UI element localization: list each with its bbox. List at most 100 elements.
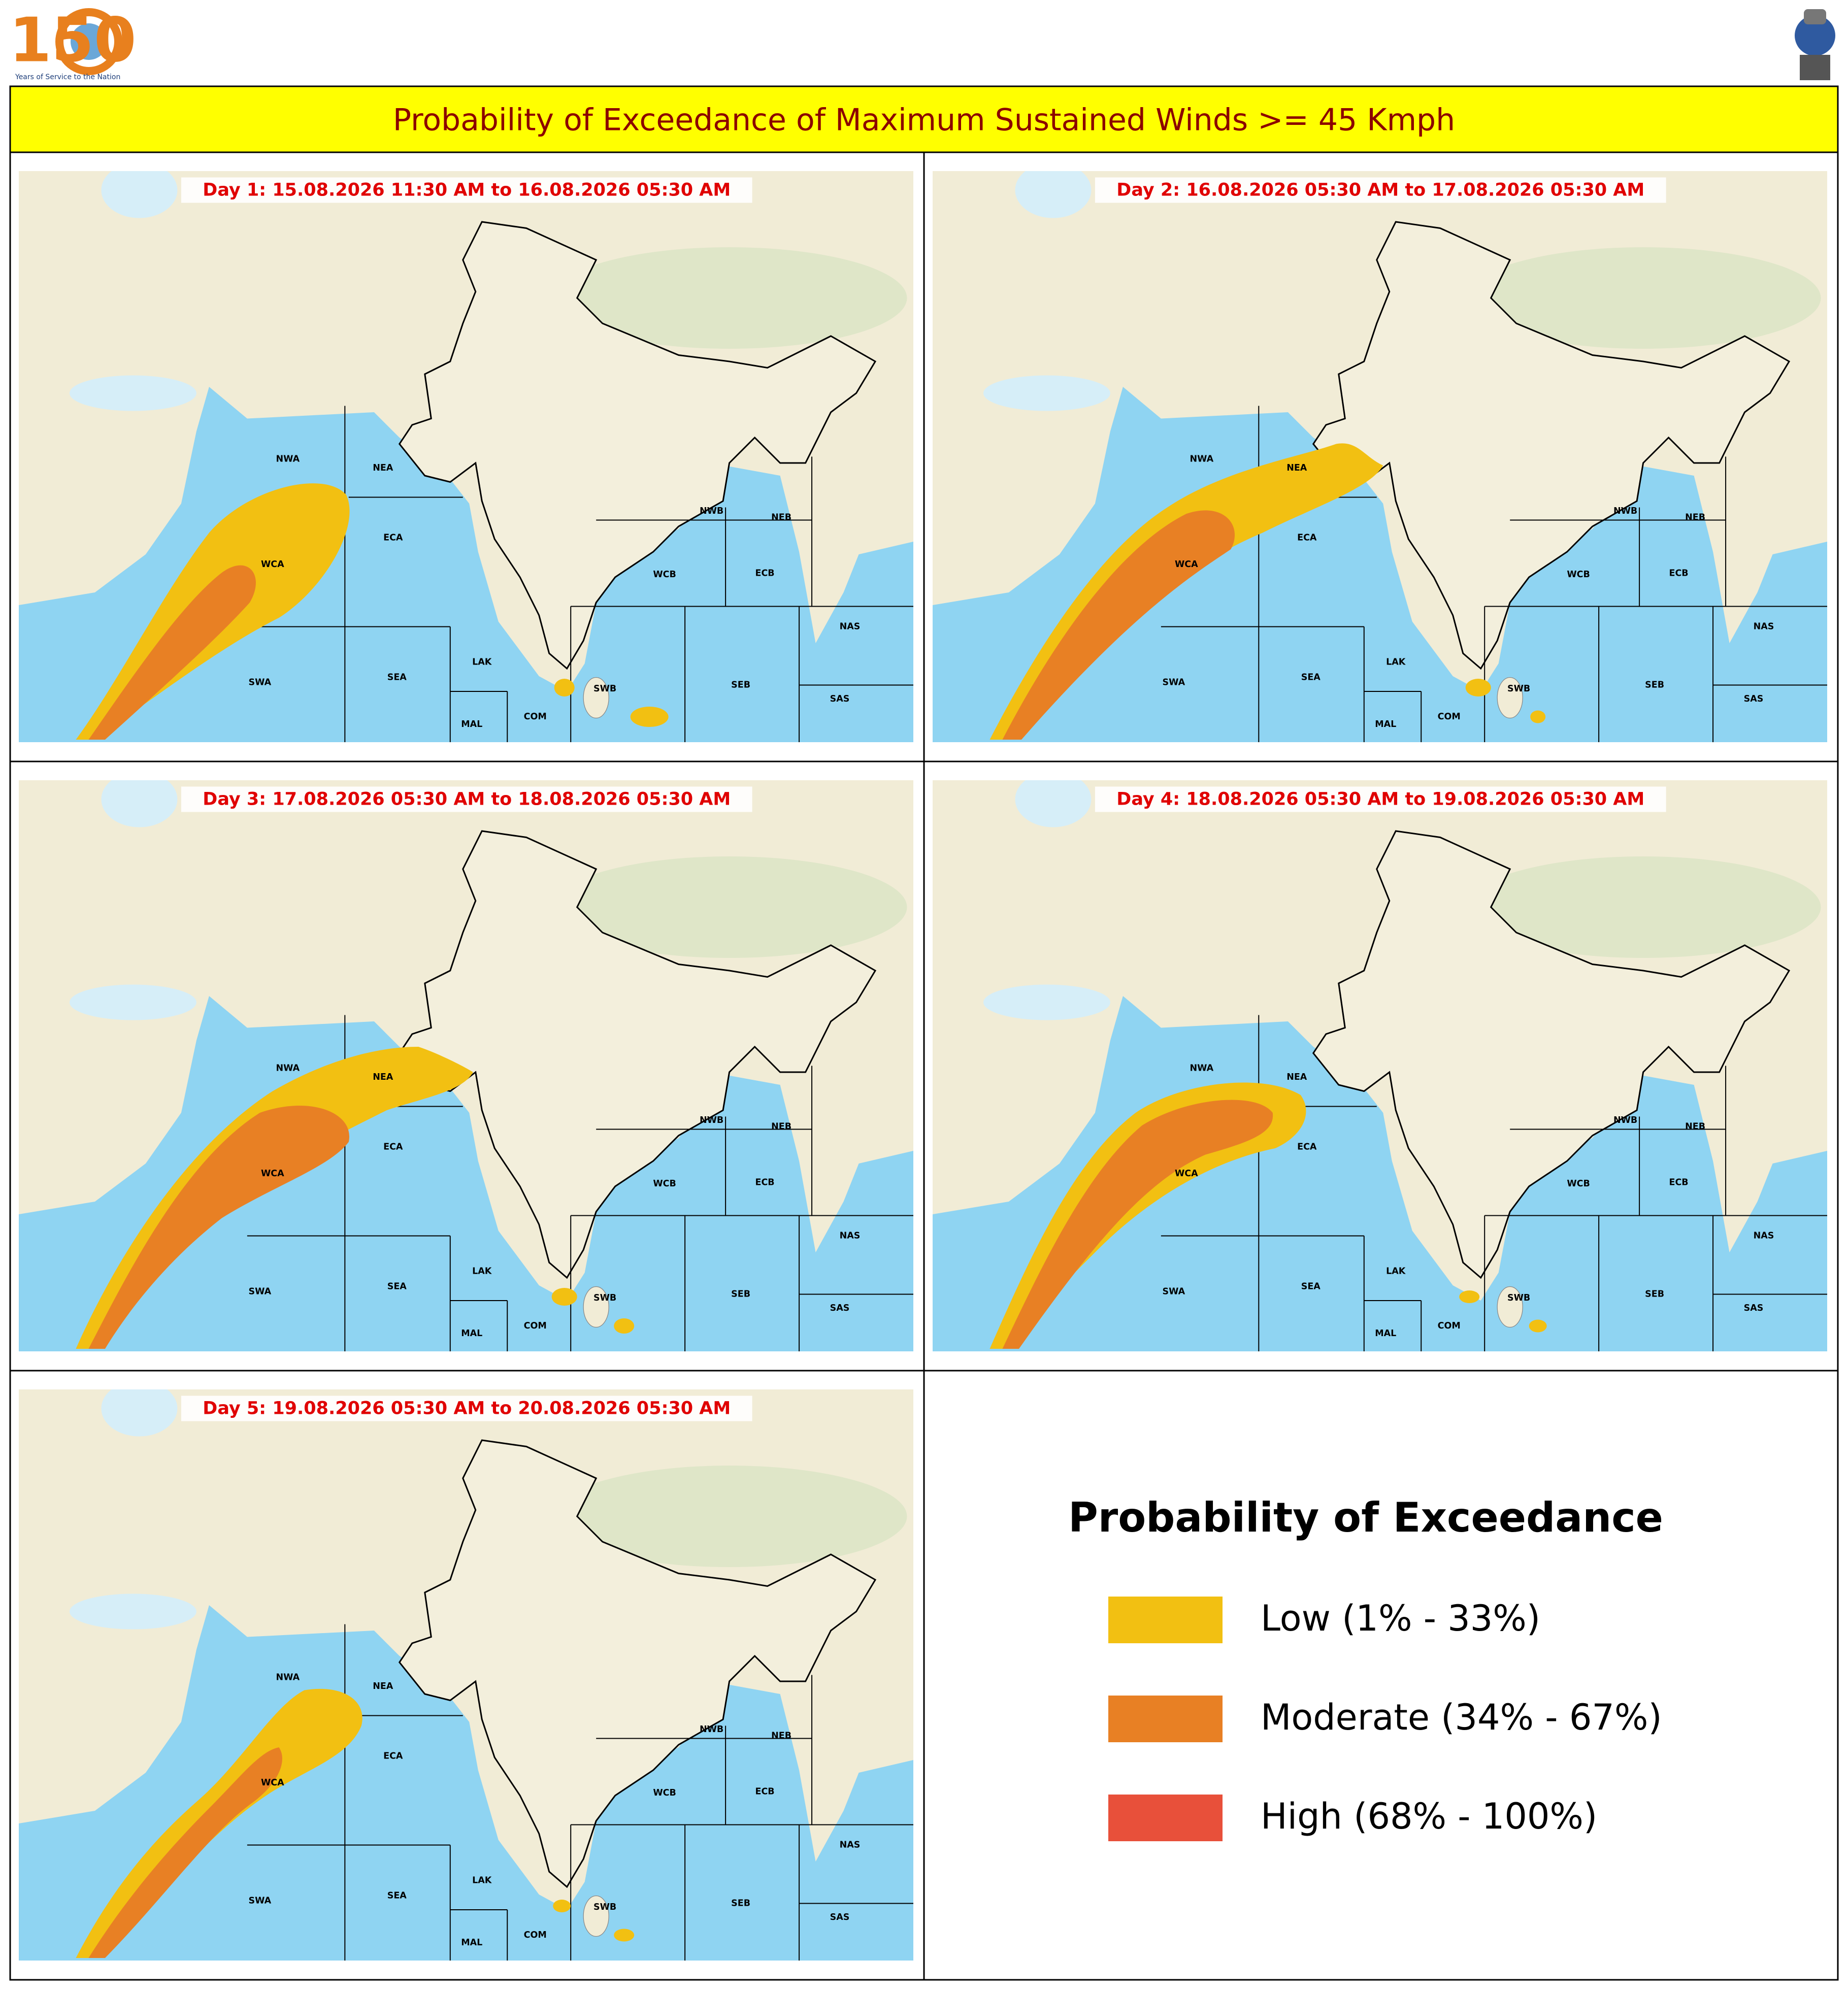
region-label: WCB bbox=[653, 570, 676, 580]
panel-title-box bbox=[1095, 786, 1666, 812]
himalaya-tint bbox=[551, 247, 907, 349]
legend: Probability of Exceedance Low (1% - 33%)… bbox=[1068, 1494, 1663, 1841]
region-label: NEA bbox=[373, 1072, 393, 1082]
region-label: NWB bbox=[700, 1724, 723, 1735]
panel-title-box bbox=[181, 1396, 752, 1421]
region-label: SWB bbox=[1507, 684, 1530, 694]
region-label: SWB bbox=[1507, 1293, 1530, 1303]
emblem-base bbox=[1800, 55, 1830, 80]
region-label: NWA bbox=[1190, 1063, 1214, 1073]
region-label: SAS bbox=[830, 1912, 850, 1922]
sea bbox=[19, 387, 913, 742]
low-probability-area bbox=[614, 1929, 635, 1942]
region-label: NAS bbox=[840, 621, 861, 632]
region-label: NAS bbox=[840, 1231, 861, 1241]
region-label: SEA bbox=[387, 1890, 407, 1901]
low-probability-area bbox=[1459, 1290, 1480, 1303]
region-label: NEA bbox=[1286, 463, 1307, 473]
legend-swatch bbox=[1108, 1597, 1223, 1643]
region-label: NAS bbox=[1754, 1231, 1774, 1241]
region-label: NWA bbox=[276, 1672, 300, 1682]
emblem-top bbox=[1804, 9, 1826, 24]
region-label: NAS bbox=[840, 1840, 861, 1850]
region-label: MAL bbox=[1375, 719, 1396, 729]
region-label: WCA bbox=[1175, 559, 1198, 570]
low-probability-area bbox=[630, 707, 669, 727]
low-probability-area bbox=[1465, 679, 1491, 696]
himalaya-tint bbox=[1465, 247, 1821, 349]
region-label: MAL bbox=[461, 1329, 482, 1339]
region-label: WCB bbox=[1567, 570, 1590, 580]
panel-title: Day 1: 15.08.2026 11:30 AM to 16.08.2026… bbox=[203, 180, 731, 201]
panel-title: Day 2: 16.08.2026 05:30 AM to 17.08.2026… bbox=[1116, 180, 1644, 201]
region-label: ECB bbox=[755, 1786, 775, 1797]
region-label: NEB bbox=[771, 512, 791, 522]
region-label: NEA bbox=[373, 463, 393, 473]
region-label: COM bbox=[524, 1930, 547, 1940]
sea bbox=[19, 1605, 913, 1961]
low-probability-area bbox=[989, 1082, 1306, 1349]
region-label: WCB bbox=[653, 1788, 676, 1798]
map: NWA NEA WCA ECA SWA SEA LAK MAL COM SWB SEB WCB ECB N… bbox=[933, 780, 1827, 1351]
legend-label: Moderate (34% - 67%) bbox=[1261, 1697, 1662, 1738]
sri-lanka bbox=[1497, 1286, 1523, 1328]
region-label: WCA bbox=[261, 1169, 284, 1179]
region-label: SWB bbox=[593, 1293, 616, 1303]
region-label: ECB bbox=[755, 568, 775, 578]
region-label: SAS bbox=[830, 694, 850, 704]
region-label: WCA bbox=[261, 559, 284, 570]
region-label: SWB bbox=[593, 1902, 616, 1912]
region-label: ECA bbox=[1297, 1142, 1317, 1152]
low-probability-area bbox=[551, 1288, 577, 1306]
region-label: NEA bbox=[1286, 1072, 1307, 1082]
panel-title: Day 4: 18.08.2026 05:30 AM to 19.08.2026… bbox=[1116, 789, 1644, 810]
low-probability-area bbox=[989, 443, 1383, 740]
panel-title: Day 3: 17.08.2026 05:30 AM to 18.08.2026… bbox=[203, 789, 731, 810]
india bbox=[398, 221, 877, 670]
low-probability-area bbox=[614, 1318, 635, 1334]
sea bbox=[19, 996, 913, 1351]
legend-swatch bbox=[1108, 1795, 1223, 1841]
legend-label: Low (1% - 33%) bbox=[1261, 1598, 1540, 1639]
region-label: LAK bbox=[472, 1875, 492, 1885]
himalaya-tint bbox=[551, 1466, 907, 1567]
moderate-probability-area bbox=[1002, 510, 1235, 740]
moderate-probability-area bbox=[88, 1747, 282, 1958]
region-label: NWB bbox=[700, 506, 723, 516]
region-label: ECA bbox=[383, 1142, 403, 1152]
region-label: SAS bbox=[1744, 1303, 1764, 1313]
region-label: ECA bbox=[383, 1751, 403, 1761]
persian-gulf bbox=[69, 1593, 196, 1630]
region-label: SEB bbox=[731, 1289, 750, 1299]
sri-lanka bbox=[1497, 677, 1523, 719]
caspian-sea bbox=[101, 780, 178, 827]
map: NWA NEA WCA ECA SWA SEA LAK MAL COM SWB SEB WCB ECB N… bbox=[933, 171, 1827, 742]
sri-lanka bbox=[583, 1286, 609, 1328]
region-label: WCB bbox=[1567, 1179, 1590, 1189]
emblem bbox=[1795, 9, 1835, 80]
logo-number: 150 bbox=[9, 6, 137, 76]
region-label: NWB bbox=[1613, 506, 1637, 516]
low-probability-area bbox=[1529, 1319, 1547, 1333]
region-label: ECB bbox=[1669, 568, 1689, 578]
region-label: SEB bbox=[1645, 680, 1664, 690]
moderate-probability-area bbox=[88, 565, 256, 740]
region-label: LAK bbox=[472, 657, 492, 667]
page-title: Probability of Exceedance of Maximum Sus… bbox=[393, 103, 1455, 138]
region-label: NWB bbox=[1613, 1115, 1637, 1125]
caspian-sea bbox=[1015, 171, 1092, 218]
persian-gulf bbox=[983, 375, 1110, 411]
region-label: NWB bbox=[700, 1115, 723, 1125]
caspian-sea bbox=[101, 1389, 178, 1437]
region-label: SWA bbox=[249, 1286, 272, 1297]
region-label: MAL bbox=[1375, 1329, 1396, 1339]
map: NWA NEA WCA ECA SWA SEA LAK MAL COM SWB SEB WCB ECB N… bbox=[19, 171, 913, 742]
region-label: SWA bbox=[1163, 1286, 1185, 1297]
region-label: MAL bbox=[461, 1938, 482, 1948]
low-probability-area bbox=[76, 1047, 473, 1349]
low-probability-area bbox=[553, 1900, 571, 1912]
persian-gulf bbox=[69, 375, 196, 411]
region-label: SWA bbox=[249, 1896, 272, 1906]
sea bbox=[933, 996, 1827, 1351]
